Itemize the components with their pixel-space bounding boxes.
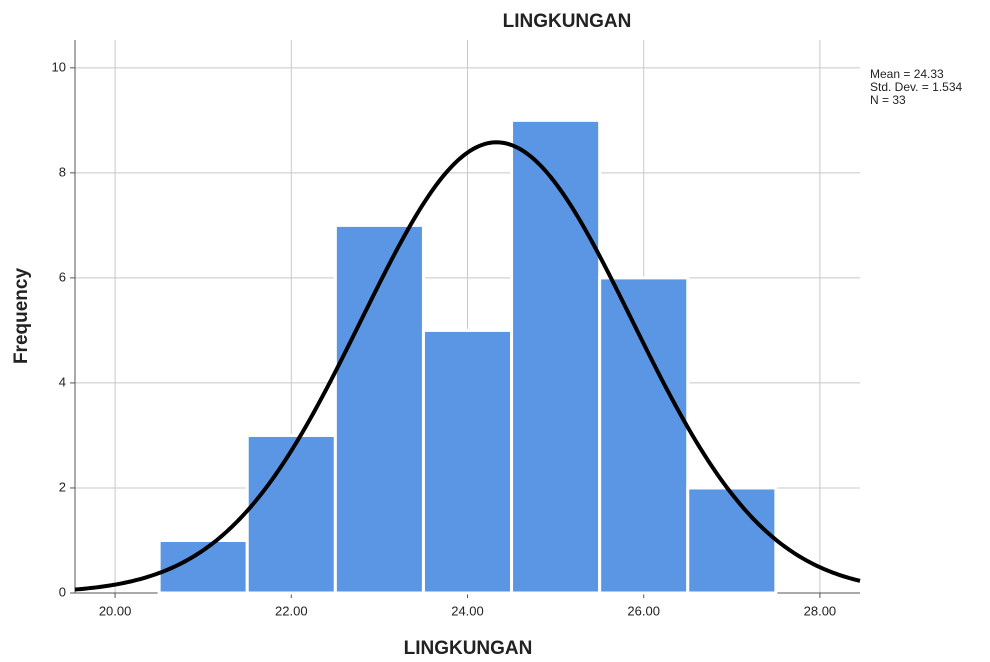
- bar: [598, 276, 690, 595]
- stat-label: Mean = 24.33: [870, 67, 944, 81]
- x-tick-label: 26.00: [627, 603, 660, 618]
- x-axis-label: LINGKUNGAN: [404, 638, 533, 659]
- bar: [245, 433, 337, 595]
- x-tick-label: 24.00: [451, 603, 484, 618]
- x-tick-label: 28.00: [804, 603, 837, 618]
- y-axis-label: Frequency: [11, 268, 32, 365]
- y-tick-label: 4: [59, 374, 66, 389]
- stat-label: Std. Dev. = 1.534: [870, 80, 962, 94]
- normal-curve: [74, 140, 861, 592]
- y-tick-label: 0: [59, 584, 66, 599]
- x-tick-label: 22.00: [275, 603, 308, 618]
- x-tick-label: 20.00: [99, 603, 132, 618]
- bar: [686, 486, 778, 595]
- y-tick-label: 10: [52, 59, 66, 74]
- stat-label: N = 33: [870, 93, 906, 107]
- y-tick-label: 8: [59, 164, 66, 179]
- chart-title: LINGKUNGAN: [503, 11, 632, 32]
- y-tick-label: 2: [59, 479, 66, 494]
- bar: [421, 328, 514, 595]
- y-tick-label: 6: [59, 269, 66, 284]
- bar: [510, 118, 602, 595]
